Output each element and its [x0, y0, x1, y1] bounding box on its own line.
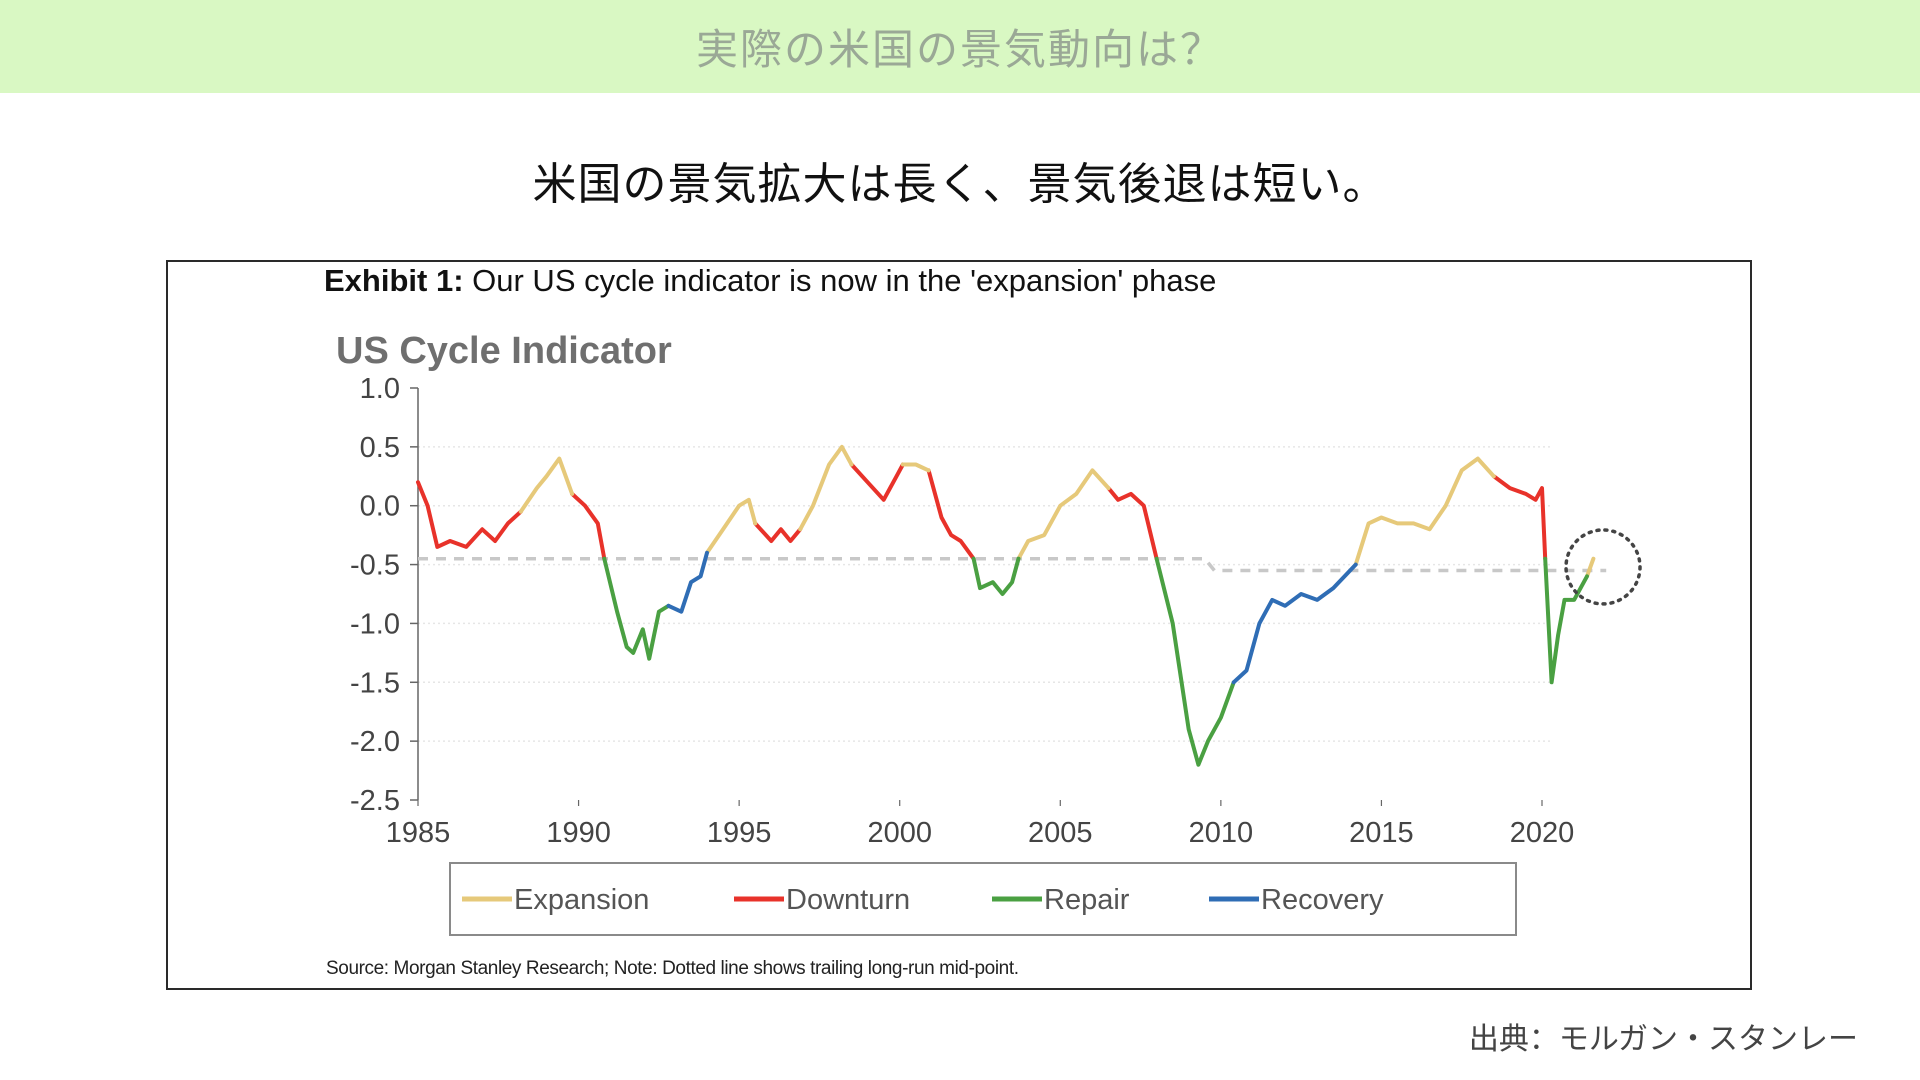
exhibit-label: Exhibit 1: [324, 263, 464, 298]
series-line-repair [602, 556, 671, 661]
legend-label-recovery: Recovery [1261, 884, 1384, 916]
midpoint-line [418, 556, 1607, 573]
y-tick-label: -0.5 [350, 550, 400, 582]
exhibit-heading: Exhibit 1: Our US cycle indicator is now… [324, 263, 1216, 299]
chart-title: US Cycle Indicator [336, 330, 672, 372]
series-line-repair [1543, 556, 1589, 685]
y-tick-label: 0.5 [360, 432, 400, 464]
series-line-expansion [900, 462, 931, 473]
legend-label-expansion: Expansion [514, 884, 649, 916]
y-tick-label: -2.5 [350, 785, 400, 817]
source-note: Source: Morgan Stanley Research; Note: D… [326, 958, 1019, 979]
x-tick-label: 2005 [1028, 817, 1093, 849]
series-line-recovery [666, 550, 709, 614]
y-tick-label: -1.5 [350, 667, 400, 699]
page-subtitle: 米国の景気拡大は長く、景気後退は短い。 [532, 159, 1388, 210]
x-tick-label: 2020 [1510, 817, 1575, 849]
x-tick-label: 2015 [1349, 817, 1414, 849]
x-tick-label: 1995 [707, 817, 772, 849]
series-line-downturn [926, 468, 976, 561]
legend-label-downturn: Downturn [786, 884, 910, 916]
series-line-downturn [1491, 474, 1548, 561]
series-line-downturn [416, 480, 523, 549]
y-tick-label: -1.0 [350, 608, 400, 640]
x-tick-label: 2010 [1189, 817, 1254, 849]
y-tick-label: 1.0 [360, 373, 400, 405]
series-line-expansion [1016, 468, 1111, 561]
legend-label-repair: Repair [1044, 884, 1130, 916]
legend-box [449, 862, 1517, 936]
x-tick-label: 2000 [867, 817, 932, 849]
citation: 出典：モルガン・スタンレー [1468, 1022, 1858, 1057]
y-tick-label: -2.0 [350, 726, 400, 758]
series-line-downturn [753, 521, 803, 543]
series-line-repair [1154, 556, 1236, 767]
series-line-expansion [798, 444, 854, 532]
x-tick-label: 1990 [546, 817, 611, 849]
series-line-expansion [518, 456, 575, 514]
series-line-recovery [1231, 562, 1358, 685]
series-line-expansion [1585, 556, 1596, 579]
series-line-downturn [849, 462, 905, 502]
y-tick-label: 0.0 [360, 491, 400, 523]
series-line-expansion [1353, 456, 1496, 567]
header-band: 実際の米国の景気動向は？ [0, 0, 1920, 93]
x-tick-label: 1985 [386, 817, 451, 849]
latest-reading-circle [1564, 528, 1642, 606]
series-line-downturn [570, 491, 607, 561]
series-line-expansion [705, 497, 758, 555]
page-title: 実際の米国の景気動向は？ [695, 25, 1224, 74]
series-line-downturn [1106, 486, 1159, 561]
exhibit-text: Our US cycle indicator is now in the 'ex… [472, 263, 1217, 298]
series-line-repair [971, 556, 1021, 596]
